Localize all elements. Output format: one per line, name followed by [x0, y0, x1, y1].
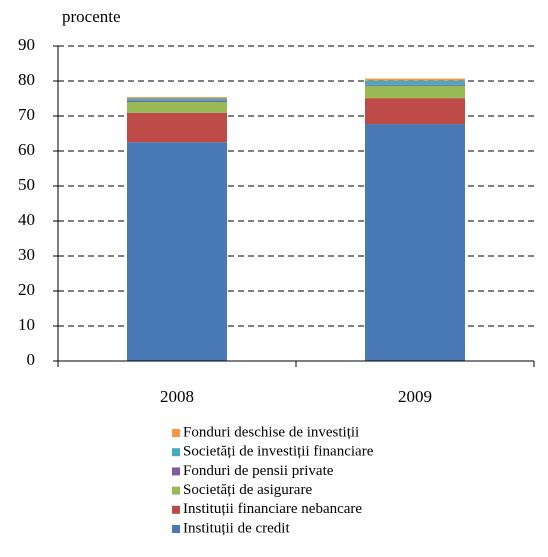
legend-swatch	[172, 486, 180, 495]
y-tick-label: 50	[18, 175, 35, 194]
y-tick-label: 30	[18, 245, 35, 264]
bar-segment	[365, 124, 465, 361]
legend-label: Instituții de credit	[183, 520, 290, 536]
bar-segment	[127, 98, 227, 101]
legend-swatch	[172, 429, 180, 437]
legend-label: Societăți de asigurare	[183, 482, 312, 498]
y-tick-label: 60	[18, 140, 35, 159]
y-tick-label: 70	[18, 105, 35, 124]
legend-label: Fonduri deschise de investiții	[183, 424, 359, 440]
legend-swatch	[172, 505, 180, 514]
legend-swatch	[172, 467, 180, 476]
y-tick-label: 0	[27, 350, 36, 369]
y-tick-label: 80	[18, 70, 35, 89]
legend-label: Societăți de investiții financiare	[183, 444, 374, 460]
legend-label: Instituții financiare nebancare	[183, 501, 362, 517]
legend-swatch	[172, 448, 180, 457]
bar-segment	[127, 97, 227, 99]
y-tick-label: 40	[18, 210, 35, 229]
bar-segment	[365, 85, 465, 99]
bar-segment	[365, 80, 465, 85]
legend-swatch	[172, 525, 180, 533]
bar-segment	[127, 142, 227, 361]
bar-segment	[365, 84, 465, 86]
y-tick-label: 10	[18, 315, 35, 334]
y-tick-label: 20	[18, 280, 35, 299]
bar-segment	[127, 112, 227, 143]
x-tick-label: 2009	[398, 387, 432, 406]
bar-segment	[127, 100, 227, 102]
bar-segment	[127, 102, 227, 113]
bar-segment	[365, 78, 465, 81]
legend-label: Fonduri de pensii private	[183, 463, 334, 479]
y-axis-label: procente	[62, 7, 121, 26]
y-tick-label: 90	[18, 35, 35, 54]
x-tick-label: 2008	[160, 387, 194, 406]
bar-segment	[365, 98, 465, 125]
